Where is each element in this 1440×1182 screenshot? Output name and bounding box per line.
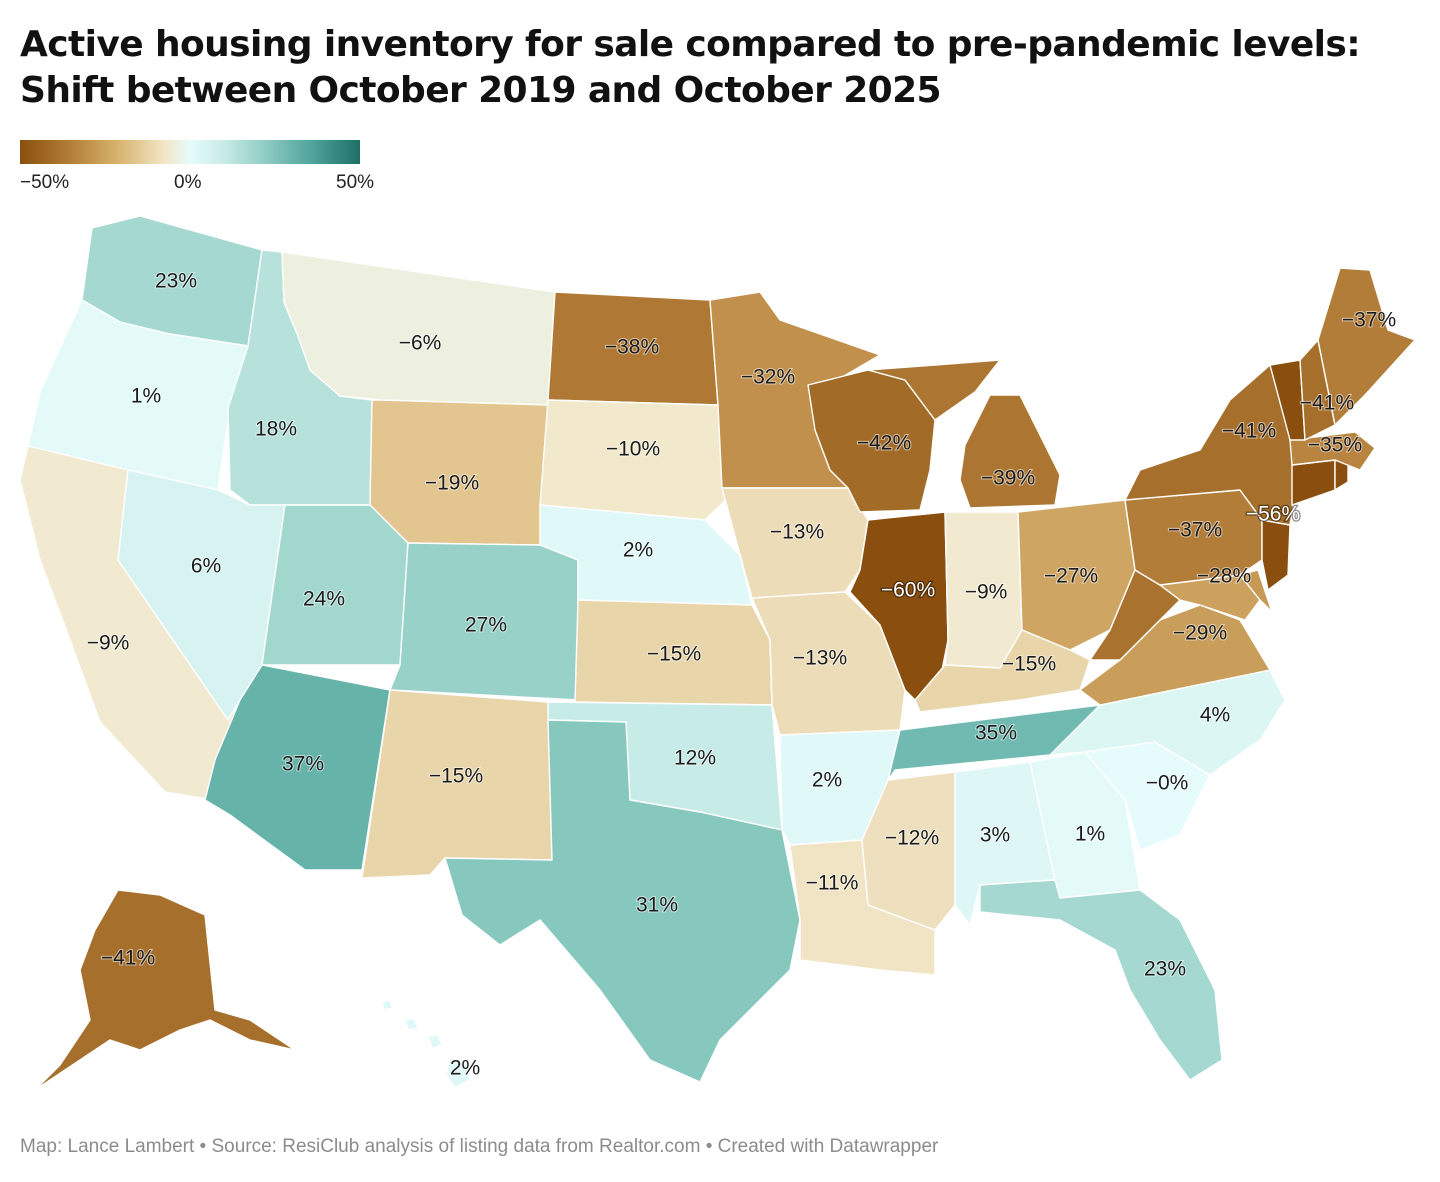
- state-label-mn: −32%: [741, 366, 795, 389]
- state-label-mi: −39%: [981, 467, 1035, 490]
- state-label-ar: 2%: [812, 769, 842, 792]
- state-label-nh: −41%: [1300, 392, 1354, 415]
- state-label-tn: 35%: [975, 722, 1017, 745]
- state-label-oh: −27%: [1044, 565, 1098, 588]
- state-nj[interactable]: [1261, 519, 1291, 591]
- state-label-ak: −41%: [101, 947, 155, 970]
- state-label-va: −29%: [1173, 622, 1227, 645]
- state-label-me: −37%: [1342, 309, 1396, 332]
- state-label-hi: 2%: [450, 1057, 480, 1080]
- state-fl[interactable]: [979, 879, 1223, 1081]
- state-label-sd: −10%: [606, 438, 660, 461]
- state-label-nd: −38%: [605, 336, 659, 359]
- chart-title: Active housing inventory for sale compar…: [20, 22, 1420, 114]
- state-label-nc: 4%: [1200, 704, 1230, 727]
- state-label-ne: 2%: [623, 539, 653, 562]
- state-label-ok: 12%: [674, 747, 716, 770]
- title-line-2: Shift between October 2019 and October 2…: [20, 70, 942, 111]
- state-label-co: 27%: [465, 614, 507, 637]
- state-ma[interactable]: [1289, 431, 1376, 471]
- state-ak[interactable]: [34, 889, 296, 1091]
- legend-max-label: 50%: [336, 172, 375, 193]
- state-label-fl: 23%: [1144, 958, 1186, 981]
- state-label-sc: −0%: [1146, 772, 1189, 795]
- state-label-ny: −41%: [1222, 420, 1276, 443]
- legend-gradient-bar: [20, 140, 360, 164]
- state-label-az: 37%: [282, 753, 324, 776]
- state-label-tx: 31%: [636, 894, 678, 917]
- state-label-wy: −19%: [425, 472, 479, 495]
- state-label-nj: −56%: [1246, 503, 1300, 526]
- state-label-pa: −37%: [1168, 519, 1222, 542]
- state-label-al: 3%: [980, 824, 1010, 847]
- state-label-nv: 6%: [191, 555, 221, 578]
- state-hi[interactable]: [381, 999, 471, 1089]
- state-tx[interactable]: [444, 719, 801, 1083]
- state-label-ks: −15%: [647, 643, 701, 666]
- state-label-nm: −15%: [429, 765, 483, 788]
- state-shapes: [19, 215, 1416, 1091]
- state-label-ms: −12%: [885, 827, 939, 850]
- state-label-ut: 24%: [303, 588, 345, 611]
- state-sd[interactable]: [539, 399, 727, 521]
- state-label-or: 1%: [131, 385, 161, 408]
- state-label-la: −11%: [806, 872, 859, 895]
- state-ct[interactable]: [1291, 459, 1336, 506]
- state-label-mt: −6%: [399, 332, 442, 355]
- state-label-mo: −13%: [793, 647, 847, 670]
- state-labels: 23% 1% −9% 18% 6% −6% −19% 24% 37% 27% −15% −38% −10…: [86, 269, 1397, 1081]
- state-me[interactable]: [1317, 267, 1416, 426]
- state-label-id: 18%: [255, 418, 297, 441]
- state-ut[interactable]: [261, 504, 409, 666]
- state-label-ga: 1%: [1075, 823, 1105, 846]
- legend-min-label: −50%: [20, 172, 70, 193]
- source-credit: Map: Lance Lambert • Source: ResiClub an…: [20, 1136, 939, 1157]
- state-label-md: −28%: [1197, 565, 1251, 588]
- state-mt[interactable]: [281, 251, 556, 406]
- state-label-il: −60%: [881, 579, 935, 602]
- state-label-ia: −13%: [770, 521, 824, 544]
- state-label-in: −9%: [965, 581, 1008, 604]
- state-label-wa: 23%: [155, 270, 197, 293]
- legend-mid-label: 0%: [174, 172, 202, 193]
- state-mi[interactable]: [867, 359, 1061, 509]
- color-legend: −50% 0% 50%: [20, 140, 374, 193]
- state-label-ca: −9%: [87, 632, 130, 655]
- state-de[interactable]: [1239, 569, 1273, 613]
- state-label-wi: −42%: [857, 432, 911, 455]
- title-line-1: Active housing inventory for sale compar…: [20, 24, 1361, 65]
- state-label-ky: −15%: [1002, 653, 1056, 676]
- state-or[interactable]: [27, 299, 249, 491]
- state-ky[interactable]: [914, 629, 1091, 713]
- state-label-ma: −35%: [1308, 434, 1362, 457]
- us-choropleth-map: 23% 1% −9% 18% 6% −6% −19% 24% 37% 27% −15% −38% −10…: [19, 215, 1416, 1091]
